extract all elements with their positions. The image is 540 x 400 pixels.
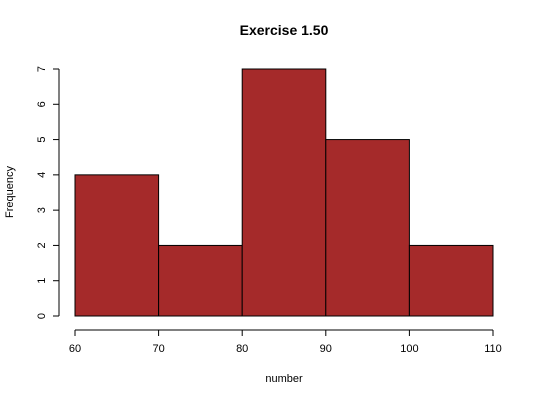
x-tick-label-1: 60 (69, 343, 81, 355)
x-axis-label: number (265, 373, 303, 385)
histogram-bar-2 (158, 244, 243, 317)
x-tick-label-3: 80 (236, 343, 248, 355)
y-tick-label-8: 7 (36, 66, 48, 72)
histogram-bar-5 (408, 244, 494, 317)
y-tick-label-1: 0 (36, 313, 48, 319)
y-tick-label-4: 3 (36, 207, 48, 213)
histogram-bar-4 (325, 139, 410, 317)
histogram-bar-3 (241, 68, 327, 317)
y-tick-label-2: 1 (36, 278, 48, 284)
x-tick-label-6: 110 (484, 343, 502, 355)
chart-title: Exercise 1.50 (240, 22, 329, 38)
y-axis: 0 1 2 3 4 5 6 7 (36, 66, 60, 319)
x-tick-label-5: 100 (400, 343, 418, 355)
x-tick-label-4: 90 (320, 343, 332, 355)
y-tick-label-5: 4 (36, 172, 48, 178)
x-axis: 60 70 80 90 100 110 (69, 329, 502, 355)
y-axis-label: Frequency (4, 166, 16, 218)
bars-group (74, 68, 494, 317)
histogram-bar-1 (74, 174, 160, 317)
y-tick-label-6: 5 (36, 137, 48, 143)
y-tick-label-7: 6 (36, 101, 48, 107)
y-tick-label-3: 2 (36, 242, 48, 248)
x-tick-label-2: 70 (152, 343, 164, 355)
